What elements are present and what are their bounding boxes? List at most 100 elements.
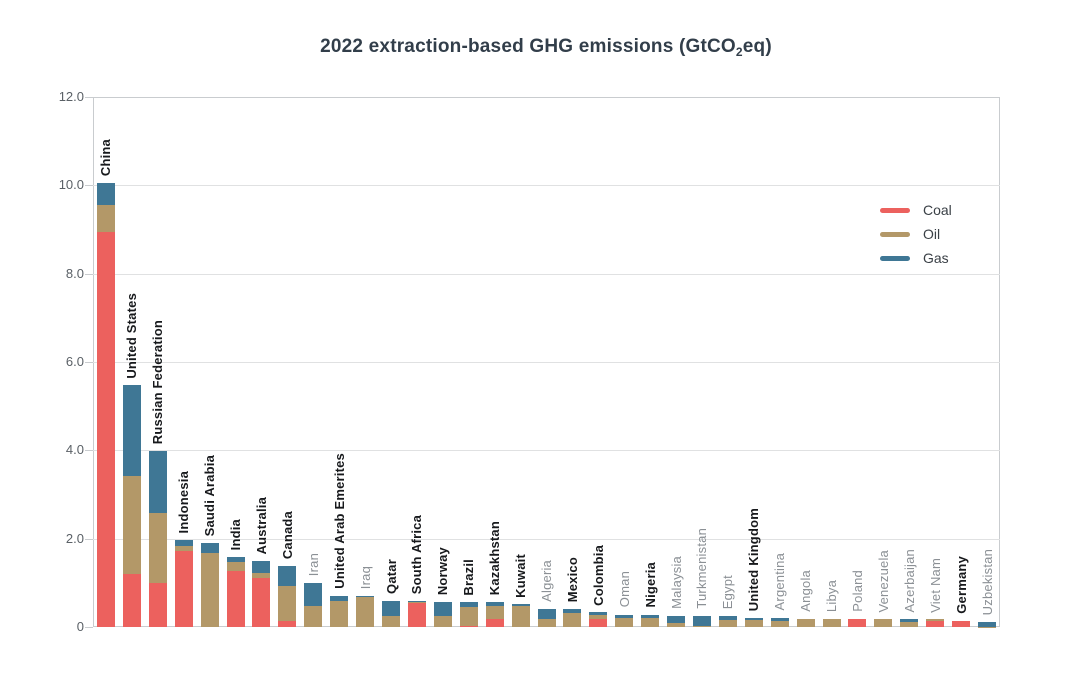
country-label-united-arab-emerites: United Arab Emerites (331, 453, 347, 590)
chart-title-text-end: eq) (742, 36, 772, 57)
bar-segment-coal (252, 577, 271, 627)
bar-segment-gas (96, 183, 115, 206)
y-tick-label-12.0: 12.0 (58, 89, 84, 104)
bar-segment-oil (770, 621, 789, 627)
country-label-oman: Oman (616, 571, 632, 608)
country-label-malaysia: Malaysia (668, 556, 684, 609)
bar-segment-coal (278, 621, 297, 627)
bar-segment-gas (667, 615, 686, 623)
country-label-kuwait: Kuwait (513, 553, 529, 598)
bar-segment-coal (848, 618, 867, 627)
y-tick-label-0: 0 (76, 619, 84, 634)
bar-segment-oil (382, 616, 400, 627)
bar-segment-oil (485, 606, 504, 620)
bar-segment-coal (174, 551, 193, 627)
country-label-azerbaijan: Azerbaijan (901, 549, 917, 613)
country-label-iran: Iran (305, 552, 321, 576)
legend-swatch-gas-icon (880, 255, 910, 261)
bar-segment-gas (718, 616, 737, 620)
y-tickmark-6.0 (85, 362, 93, 363)
country-label-mexico: Mexico (564, 557, 580, 603)
bar-segment-gas (148, 451, 167, 514)
bar-segment-oil (330, 601, 349, 627)
bar-segment-coal (589, 618, 608, 627)
bar-segment-oil (589, 614, 608, 619)
bar-segment-oil (900, 621, 919, 627)
bar-segment-oil (641, 618, 660, 627)
legend-label-oil: Oil (923, 226, 941, 242)
bar-saudi-arabia (200, 543, 219, 627)
bar-malaysia (667, 615, 686, 627)
country-label-iraq: Iraq (357, 565, 373, 590)
bar-segment-oil (278, 586, 297, 622)
bar-iran (304, 582, 323, 627)
y-tickmark-12.0 (85, 97, 93, 98)
bar-segment-oil (796, 618, 815, 627)
bar-segment-gas (278, 566, 297, 587)
country-label-venezuela: Venezuela (875, 549, 891, 613)
bar-nigeria (641, 614, 660, 627)
bar-segment-oil (926, 619, 945, 621)
bar-segment-coal (122, 573, 141, 627)
country-label-indonesia: Indonesia (176, 470, 192, 534)
bar-segment-gas (122, 385, 141, 476)
chart-title-subscript: 2 (735, 45, 743, 59)
bar-segment-oil (615, 618, 634, 627)
bar-segment-gas (978, 622, 997, 627)
bar-segment-gas (822, 618, 841, 620)
bar-venezuela (874, 619, 893, 627)
country-label-angola: Angola (798, 569, 814, 612)
bar-segment-gas (304, 582, 323, 607)
bar-segment-gas (537, 609, 556, 620)
country-label-united-states: United States (124, 292, 140, 379)
bar-indonesia (174, 540, 193, 627)
y-gridline-2.0 (93, 538, 1000, 540)
country-label-algeria: Algeria (539, 560, 554, 603)
bar-qatar (382, 601, 400, 627)
bar-viet-nam (926, 619, 945, 627)
bar-segment-oil (667, 622, 686, 627)
bar-azerbaijan (900, 619, 919, 627)
bar-egypt (718, 616, 737, 627)
bar-segment-coal (148, 582, 167, 627)
bar-segment-gas (200, 543, 219, 553)
bar-oman (615, 614, 634, 627)
bar-mexico (563, 609, 582, 627)
y-tickmark-10.0 (85, 185, 93, 187)
bar-segment-oil (433, 615, 452, 627)
bar-colombia (589, 612, 608, 627)
bar-united-states (122, 385, 141, 627)
bar-segment-gas (459, 602, 478, 607)
bar-segment-oil (459, 606, 478, 626)
country-label-australia: Australia (253, 496, 269, 555)
bar-libya (822, 618, 841, 627)
country-label-egypt: Egypt (720, 575, 736, 610)
country-label-colombia: Colombia (590, 544, 606, 606)
bar-segment-gas (511, 604, 530, 606)
bar-germany (952, 620, 971, 627)
y-gridline-4.0 (93, 450, 1000, 452)
bar-segment-oil (200, 552, 219, 627)
bar-segment-gas (744, 617, 763, 620)
y-tick-label-4.0: 4.0 (65, 442, 84, 458)
country-label-viet-nam: Viet Nam (927, 557, 943, 613)
bar-algeria (537, 609, 556, 627)
country-label-germany: Germany (953, 556, 969, 614)
bar-kuwait (511, 604, 530, 627)
bar-segment-gas (900, 619, 919, 622)
bar-segment-coal (952, 621, 971, 627)
bar-russian-federation (148, 451, 167, 627)
country-label-south-africa: South Africa (409, 515, 425, 595)
bar-segment-oil (563, 613, 582, 627)
bar-south-africa (407, 601, 426, 627)
bar-segment-oil (252, 573, 271, 578)
bar-segment-coal (926, 620, 945, 627)
y-tickmark-0 (85, 627, 93, 628)
bar-segment-oil (537, 619, 556, 627)
bar-segment-oil (407, 602, 426, 604)
bar-segment-oil (692, 626, 711, 627)
bar-segment-gas (407, 601, 426, 603)
country-label-china: China (98, 139, 114, 177)
bar-australia (252, 561, 271, 627)
